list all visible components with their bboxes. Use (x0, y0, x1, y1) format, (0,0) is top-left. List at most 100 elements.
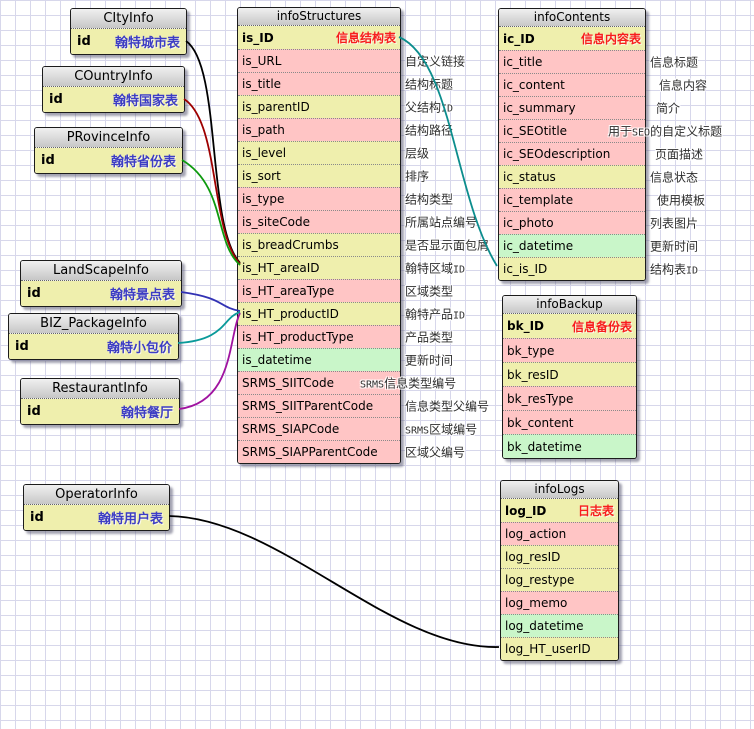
column-row-log_action[interactable]: log_action (501, 522, 618, 545)
table-LandScapeInfo[interactable]: LandScapeInfo id 翰特景点表 (20, 260, 182, 307)
column-row-log_resID[interactable]: log_resID (501, 545, 618, 568)
key-row-id[interactable]: id 翰特城市表 (71, 29, 186, 54)
field-name: id (15, 339, 29, 354)
column-note: 层级 (405, 146, 430, 161)
table-title-CItyInfo[interactable]: CItyInfo (71, 9, 186, 29)
table-infoBackup[interactable]: infoBackup bk_ID 信息备份表 bk_type bk_resID bk_re… (502, 295, 637, 459)
column-row-is_HT_areaType[interactable]: is_HT_areaType 区域类型 (238, 279, 453, 302)
column-row-bk_resID[interactable]: bk_resID (503, 362, 636, 386)
column-note: 信息状态 (650, 170, 699, 185)
column-row-ic_title[interactable]: ic_title 信息标题 (499, 50, 698, 73)
key-row-id[interactable]: id 翰特用户表 (24, 505, 169, 530)
column-row-ic_SEOtitle[interactable]: ic_SEOtitle 用于SEO的自定义标题 (499, 119, 722, 142)
column-row-is_parentID[interactable]: is_parentID 父结构ID (238, 95, 453, 118)
column-row-is_breadCrumbs[interactable]: is_breadCrumbs 是否显示面包屑 (238, 233, 489, 256)
relation-BIZ_PackageInfo.id->infoStructures.is_HT_productID[interactable] (177, 311, 241, 344)
column-row-bk_datetime[interactable]: bk_datetime (503, 434, 636, 458)
column-row-bk_type[interactable]: bk_type (503, 338, 636, 362)
table-title-PRovinceInfo[interactable]: PRovinceInfo (35, 128, 182, 148)
column-row-ic_summary[interactable]: ic_summary 简介 (499, 96, 680, 119)
table-OperatorInfo[interactable]: OperatorInfo id 翰特用户表 (23, 484, 170, 531)
table-title-COuntryInfo[interactable]: COuntryInfo (43, 67, 184, 87)
column-row-ic_photo[interactable]: ic_photo 列表图片 (499, 211, 698, 234)
column-row-is_HT_productType[interactable]: is_HT_productType 产品类型 (238, 325, 453, 348)
table-title-LandScapeInfo[interactable]: LandScapeInfo (21, 261, 181, 281)
column-row-ic_datetime[interactable]: ic_datetime 更新时间 (499, 234, 698, 257)
field-name: bk_resID (507, 367, 559, 382)
key-row-id[interactable]: id 翰特国家表 (43, 87, 184, 112)
field-name: is_parentID (242, 100, 310, 114)
table-BIZ_PackageInfo[interactable]: BIZ_PackageInfo id 翰特小包价 (8, 313, 179, 360)
table-COuntryInfo[interactable]: COuntryInfo id 翰特国家表 (42, 66, 185, 113)
field-name: id (27, 286, 41, 301)
column-row-is_path[interactable]: is_path 结构路径 (238, 118, 453, 141)
field-name: ic_content (503, 78, 565, 92)
table-comment: 翰特餐厅 (120, 406, 173, 421)
field-name: SRMS_SIAPCode (242, 422, 340, 436)
column-row-ic_content[interactable]: ic_content 信息内容 (499, 73, 707, 96)
key-row-bk_ID[interactable]: bk_ID 信息备份表 (503, 314, 636, 338)
column-row-is_URL[interactable]: is_URL 自定义链接 (238, 49, 465, 72)
column-row-is_level[interactable]: is_level 层级 (238, 141, 429, 164)
column-row-bk_resType[interactable]: bk_resType (503, 386, 636, 410)
column-row-SRMS_SIITCode[interactable]: SRMS_SIITCode SRMS信息类型编号 (238, 371, 456, 394)
field-name: is_title (242, 77, 282, 91)
relation-CItyInfo.id->infoStructures.is_HT_areaID[interactable] (185, 40, 241, 264)
field-name: ic_is_ID (503, 262, 548, 276)
column-row-ic_template[interactable]: ic_template 使用模板 (499, 188, 705, 211)
table-title-infoStructures[interactable]: infoStructures (238, 8, 400, 26)
relation-OperatorInfo.id->infoLogs.log_HT_userID[interactable] (168, 515, 500, 648)
latin-text: ID (686, 265, 699, 277)
column-row-ic_SEOdescription[interactable]: ic_SEOdescription 页面描述 (499, 142, 703, 165)
relation-LandScapeInfo.id->infoStructures.is_HT_productID[interactable] (180, 291, 241, 312)
table-title-infoLogs[interactable]: infoLogs (501, 481, 618, 499)
column-row-is_sort[interactable]: is_sort 排序 (238, 164, 429, 187)
field-name: is_datetime (242, 353, 312, 367)
relation-RestaurantInfo.id->infoStructures.is_HT_productID[interactable] (178, 312, 241, 410)
column-row-is_siteCode[interactable]: is_siteCode 所属站点编号 (238, 210, 477, 233)
table-infoStructures[interactable]: infoStructures is_ID 信息结构表 is_URL 自定义链接 is_ti… (237, 7, 489, 464)
field-name: SRMS_SIITCode (242, 376, 334, 390)
column-row-log_datetime[interactable]: log_datetime (501, 614, 618, 637)
table-title-infoBackup[interactable]: infoBackup (503, 296, 636, 314)
column-row-is_title[interactable]: is_title 结构标题 (238, 72, 453, 95)
column-row-SRMS_SIITParentCode[interactable]: SRMS_SIITParentCode 信息类型父编号 (238, 394, 489, 417)
table-PRovinceInfo[interactable]: PRovinceInfo id 翰特省份表 (34, 127, 183, 174)
key-row-id[interactable]: id 翰特省份表 (35, 148, 182, 173)
key-row-log_ID[interactable]: log_ID 日志表 (501, 499, 618, 522)
column-row-ic_is_ID[interactable]: ic_is_ID 结构表ID (499, 257, 698, 280)
column-row-SRMS_SIAPParentCode[interactable]: SRMS_SIAPParentCode 区域父编号 (238, 440, 465, 463)
key-row-id[interactable]: id 翰特餐厅 (21, 399, 179, 424)
key-row-id[interactable]: id 翰特景点表 (21, 281, 181, 306)
table-title-OperatorInfo[interactable]: OperatorInfo (24, 485, 169, 505)
relation-PRovinceInfo.id->infoStructures.is_HT_areaID[interactable] (181, 159, 241, 266)
column-row-log_HT_userID[interactable]: log_HT_userID (501, 637, 618, 660)
field-name: id (41, 153, 55, 168)
table-infoContents[interactable]: infoContents ic_ID 信息内容表 ic_title 信息标题 ic_con… (498, 8, 722, 281)
table-CItyInfo[interactable]: CItyInfo id 翰特城市表 (70, 8, 187, 55)
table-title-RestaurantInfo[interactable]: RestaurantInfo (21, 379, 179, 399)
column-row-is_HT_productID[interactable]: is_HT_productID 翰特产品ID (238, 302, 465, 325)
relation-infoStructures.is_ID->infoContents.ic_is_ID[interactable] (398, 36, 498, 267)
field-name: is_HT_areaID (242, 261, 320, 275)
column-note: SRMS信息类型编号 (360, 376, 457, 391)
key-row-ic_ID[interactable]: ic_ID 信息内容表 (499, 27, 645, 50)
column-row-is_HT_areaID[interactable]: is_HT_areaID 翰特区域ID (238, 256, 465, 279)
field-name: log_datetime (505, 619, 584, 633)
table-RestaurantInfo[interactable]: RestaurantInfo id 翰特餐厅 (20, 378, 180, 425)
column-row-bk_content[interactable]: bk_content (503, 410, 636, 434)
column-row-is_type[interactable]: is_type 结构类型 (238, 187, 453, 210)
column-row-is_datetime[interactable]: is_datetime 更新时间 (238, 348, 453, 371)
key-row-id[interactable]: id 翰特小包价 (9, 334, 178, 359)
column-row-log_memo[interactable]: log_memo (501, 591, 618, 614)
column-row-SRMS_SIAPCode[interactable]: SRMS_SIAPCode SRMS区域编号 (238, 417, 477, 440)
column-row-ic_status[interactable]: ic_status 信息状态 (499, 165, 698, 188)
column-row-log_restype[interactable]: log_restype (501, 568, 618, 591)
relation-COuntryInfo.id->infoStructures.is_HT_areaID[interactable] (183, 98, 241, 265)
table-infoLogs[interactable]: infoLogs log_ID 日志表 log_action log_resID log_… (500, 480, 619, 661)
key-row-is_ID[interactable]: is_ID 信息结构表 (238, 26, 400, 49)
table-title-BIZ_PackageInfo[interactable]: BIZ_PackageInfo (9, 314, 178, 334)
field-name: id (49, 92, 63, 107)
table-title-infoContents[interactable]: infoContents (499, 9, 645, 27)
